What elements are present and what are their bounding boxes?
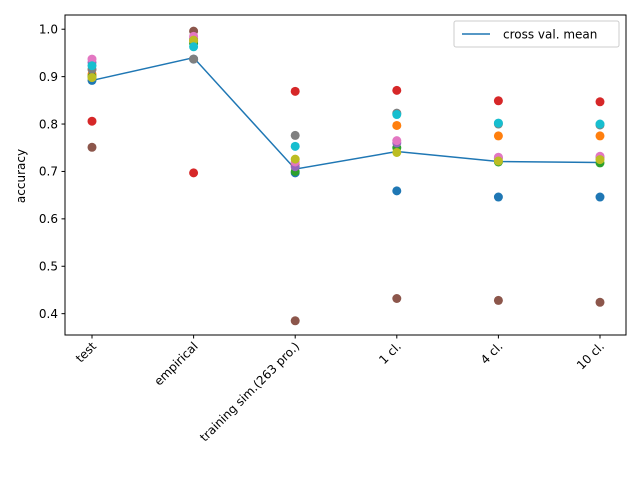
y-tick-label: 1.0 [39, 23, 58, 37]
legend: cross val. mean [453, 20, 620, 48]
scatter-point [595, 131, 605, 141]
legend-box [453, 20, 620, 48]
scatter-point [392, 110, 402, 120]
scatter-point [595, 119, 605, 129]
y-tick-label: 0.8 [39, 117, 58, 131]
scatter-point [87, 73, 97, 83]
y-tick-label: 0.4 [39, 307, 58, 321]
scatter-point [493, 118, 503, 128]
scatter-point [595, 297, 605, 307]
y-axis: 0.4 0.5 0.6 0.7 0.8 0.9 1.0 [39, 23, 65, 321]
scatter-point [493, 156, 503, 166]
y-axis-label: accuracy [14, 149, 28, 203]
scatter-point [493, 295, 503, 305]
scatter-point [87, 61, 97, 71]
scatter-point [392, 136, 402, 146]
scatter-point [87, 142, 97, 152]
scatter-point [189, 35, 199, 45]
y-tick-label: 0.6 [39, 212, 58, 226]
scatter-point [493, 96, 503, 106]
scatter-point [392, 85, 402, 95]
y-tick-label: 0.9 [39, 70, 58, 84]
scatter-point [595, 192, 605, 202]
mean-line [91, 56, 601, 170]
scatter-point [392, 120, 402, 130]
plot-area [64, 14, 627, 336]
scatter-point [87, 116, 97, 126]
y-tick-label: 0.5 [39, 260, 58, 274]
scatter-point [189, 168, 199, 178]
scatter-point [392, 294, 402, 303]
scatter-point [493, 131, 503, 141]
scatter-point [290, 130, 300, 140]
scatter-point [87, 54, 97, 64]
scatter-point [290, 86, 300, 96]
scatter-point [595, 155, 605, 165]
scatter-point [392, 147, 402, 157]
y-tick-label: 0.7 [39, 165, 58, 179]
scatter-point [290, 154, 300, 164]
scatter-point [189, 54, 199, 64]
scatter-point [493, 192, 503, 202]
scatter-point [595, 97, 605, 107]
plot-frame [64, 14, 627, 336]
scatter-point [290, 316, 300, 326]
scatter-point [290, 141, 300, 151]
scatter-point [189, 42, 199, 52]
scatter-point [392, 186, 402, 196]
legend-label: cross val. mean [503, 28, 597, 42]
